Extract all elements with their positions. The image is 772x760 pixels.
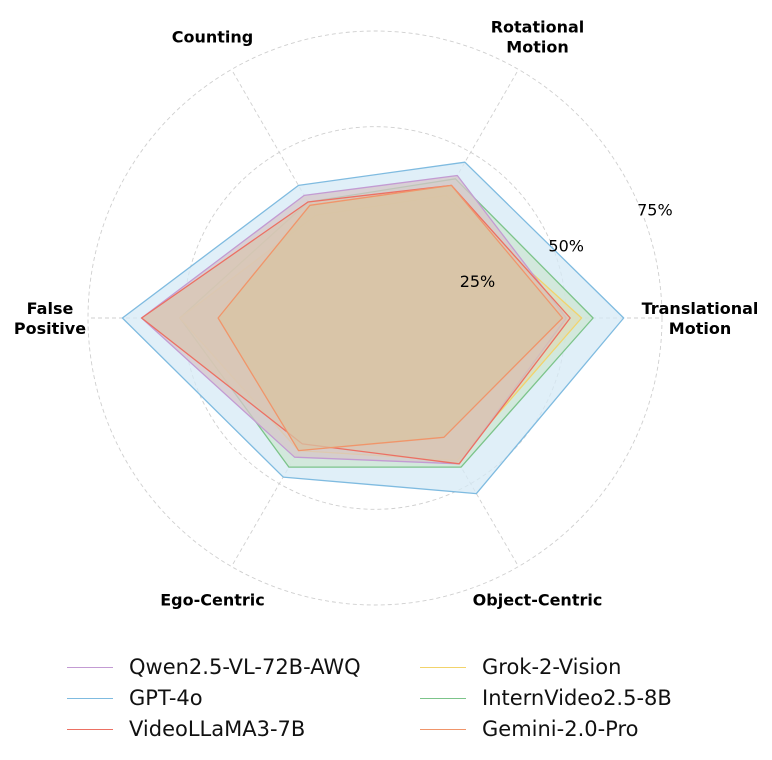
legend-swatch	[420, 728, 466, 730]
axis-label-line: Translational	[642, 299, 759, 318]
axis-label: False Positive	[14, 299, 86, 338]
legend: Qwen2.5-VL-72B-AWQ GPT-4o VideoLLaMA3-7B Gr…	[60, 652, 740, 748]
axis-label-line: Positive	[14, 319, 86, 338]
tick-label: 50%	[548, 236, 584, 255]
series-gemini-2-0-pro	[217, 184, 564, 452]
axis-label-line: Motion	[506, 38, 568, 57]
axis-label: Object-Centric	[473, 591, 603, 610]
legend-swatch	[67, 666, 113, 668]
axis-label: Rotational Motion	[491, 18, 585, 57]
legend-item: Grok-2-Vision	[420, 652, 621, 682]
axis-label-line: Rotational	[491, 18, 585, 37]
legend-swatch	[67, 697, 113, 699]
axis-label: Translational Motion	[642, 299, 759, 338]
tick-label: 75%	[637, 200, 673, 219]
grid-circle	[87, 30, 663, 606]
legend-label: InternVideo2.5-8B	[482, 686, 672, 710]
legend-label: GPT-4o	[129, 686, 203, 710]
legend-item: InternVideo2.5-8B	[420, 683, 672, 713]
legend-label: Gemini-2.0-Pro	[482, 717, 639, 741]
legend-swatch	[420, 666, 466, 668]
series-polygons	[121, 161, 625, 495]
legend-label: VideoLLaMA3-7B	[129, 717, 306, 741]
legend-swatch	[420, 697, 466, 699]
axis-label: Ego-Centric	[160, 591, 265, 610]
radial-tick-labels: 25% 50% 75%	[460, 200, 673, 291]
axis-label-line: Counting	[172, 28, 254, 47]
axis-label-line: Motion	[669, 319, 731, 338]
legend-item: VideoLLaMA3-7B	[67, 714, 305, 744]
axis-label-line: False	[27, 299, 74, 318]
legend-label: Grok-2-Vision	[482, 655, 622, 679]
axis-label: Counting	[172, 28, 254, 47]
legend-item: GPT-4o	[67, 683, 203, 713]
axis-label-line: Ego-Centric	[160, 591, 265, 610]
legend-label: Qwen2.5-VL-72B-AWQ	[129, 655, 361, 679]
axis-label-line: Object-Centric	[473, 591, 603, 610]
legend-item: Qwen2.5-VL-72B-AWQ	[67, 652, 361, 682]
tick-label: 25%	[460, 272, 496, 291]
legend-item: Gemini-2.0-Pro	[420, 714, 639, 744]
legend-swatch	[67, 728, 113, 730]
